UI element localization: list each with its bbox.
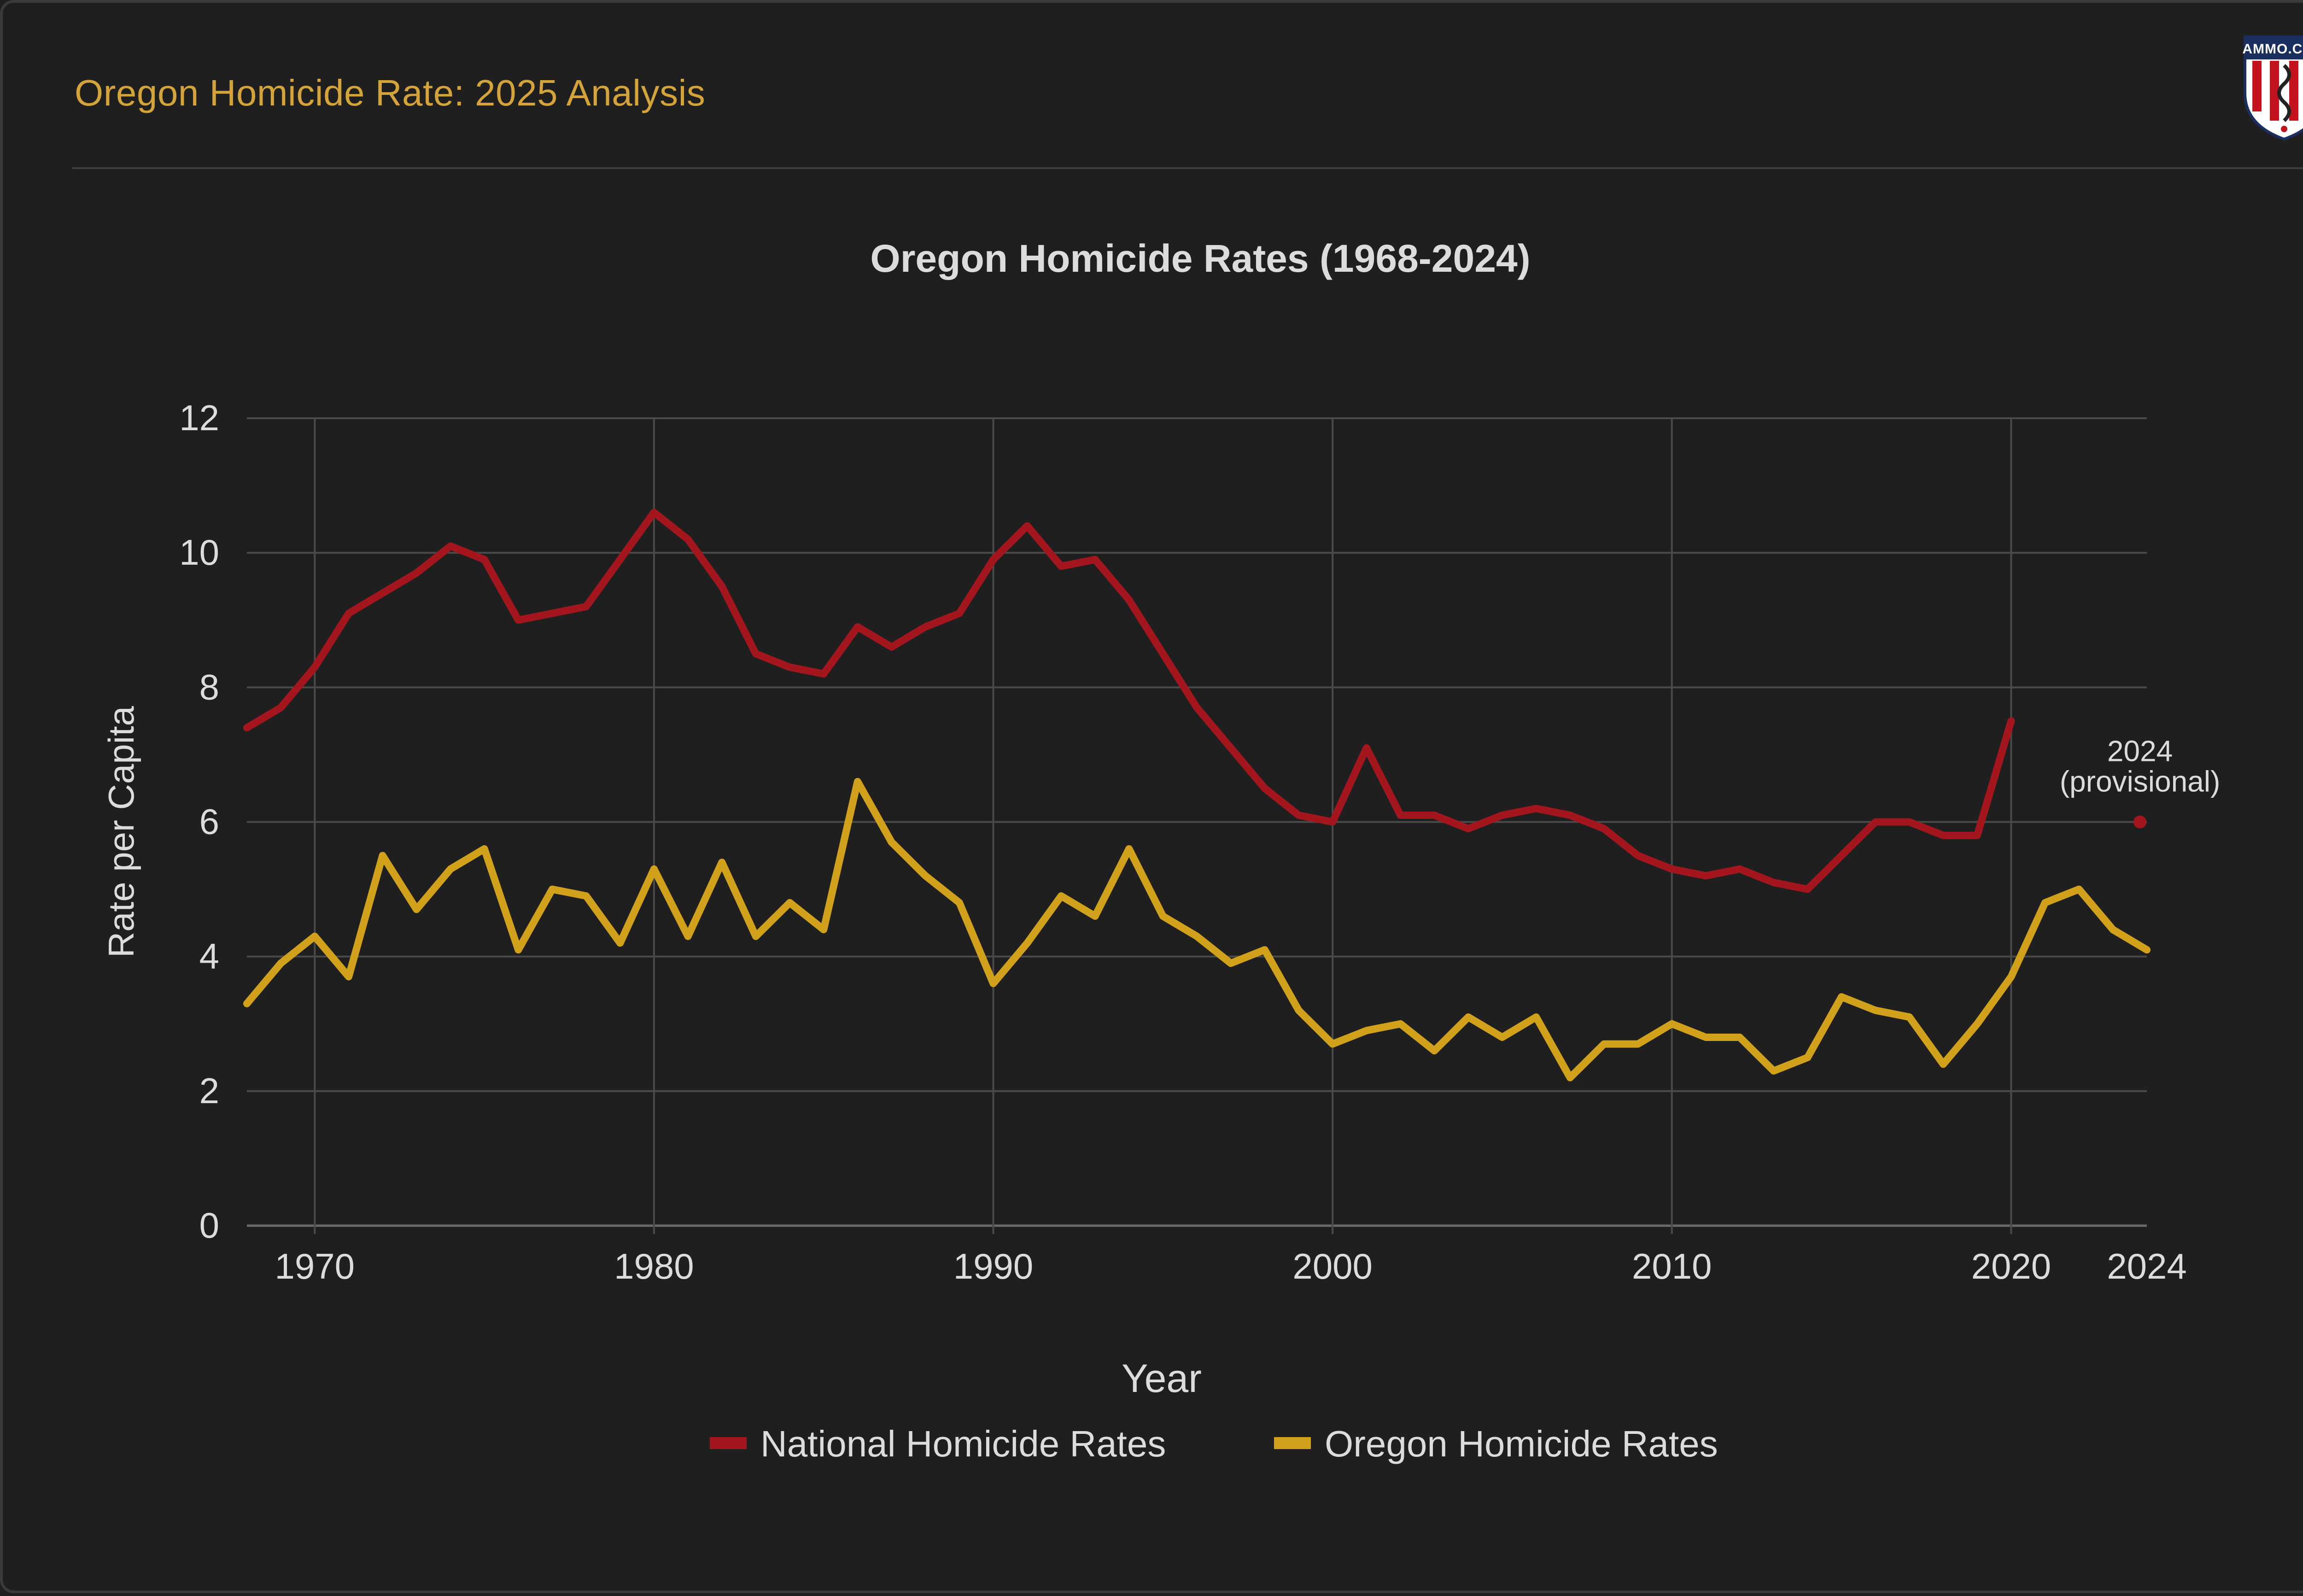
ammo-logo[interactable]: AMMO.COM <box>2241 33 2303 142</box>
legend-item-oregon[interactable]: Oregon Homicide Rates <box>1274 1423 1718 1464</box>
x-tick-label: 2010 <box>1632 1246 1712 1286</box>
line-chart: Oregon Homicide Rates (1968-2024) 0 2 4 6 8 1… <box>101 237 2221 1464</box>
y-tick-label: 12 <box>179 398 219 438</box>
legend-item-national[interactable]: National Homicide Rates <box>710 1423 1166 1464</box>
provisional-2024-point <box>2133 815 2146 829</box>
logo-text: AMMO.COM <box>2242 41 2303 57</box>
legend-label: National Homicide Rates <box>760 1423 1166 1464</box>
legend-swatch <box>1274 1437 1311 1449</box>
chart-title: Oregon Homicide Rates (1968-2024) <box>870 237 1530 280</box>
y-tick-label: 0 <box>199 1205 219 1245</box>
x-axis-label: Year <box>1122 1356 1202 1401</box>
legend-swatch <box>710 1437 747 1449</box>
y-tick-label: 10 <box>179 532 219 573</box>
annotation-label-provisional: (provisional) <box>2060 765 2221 798</box>
annotation-label-year: 2024 <box>2107 735 2173 768</box>
y-tick-label: 2 <box>199 1070 219 1111</box>
legend-label: Oregon Homicide Rates <box>1325 1423 1718 1464</box>
x-tick-label: 2024 <box>2107 1246 2187 1286</box>
page-title: Oregon Homicide Rate: 2025 Analysis <box>75 72 706 113</box>
header-divider <box>72 167 2303 169</box>
y-axis-label: Rate per Capita <box>101 706 141 958</box>
shield-logo-icon <box>2244 35 2303 141</box>
x-tick-label: 1990 <box>953 1246 1034 1286</box>
y-tick-label: 6 <box>199 801 219 842</box>
y-tick-label: 4 <box>199 936 219 976</box>
x-tick-label: 2020 <box>1971 1246 2052 1286</box>
x-tick-label: 2000 <box>1292 1246 1373 1286</box>
series-line-national <box>243 509 2015 893</box>
y-tick-label: 8 <box>199 666 219 707</box>
x-tick-label: 1980 <box>614 1246 694 1286</box>
series-line-oregon <box>243 778 2151 1082</box>
x-tick-label: 1970 <box>275 1246 355 1286</box>
